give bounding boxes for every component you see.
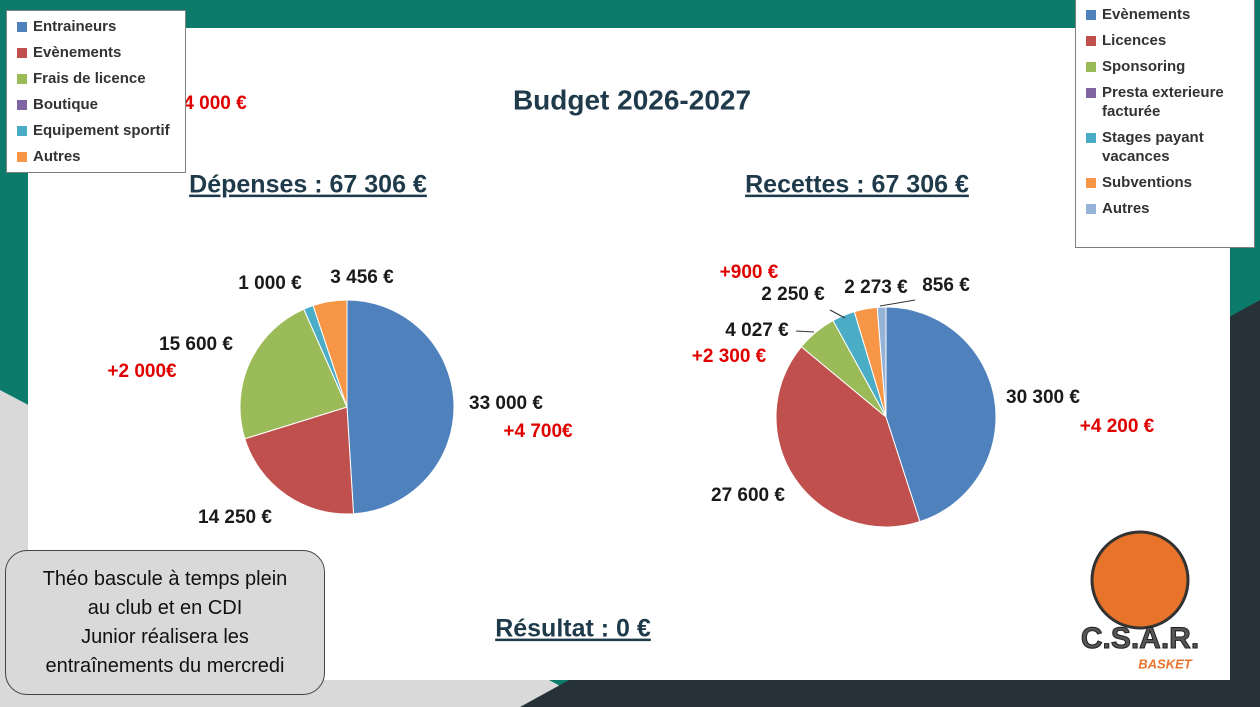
note-line: entraînements du mercredi (45, 654, 285, 677)
legend-item: Autres (17, 147, 185, 166)
legend-swatch (17, 126, 27, 136)
data-label: 15 600 € (159, 334, 233, 355)
legend-item: Evènements (1086, 5, 1254, 24)
data-label: 856 € (922, 275, 970, 296)
legend-item: Autres (1086, 199, 1254, 218)
data-label: 2 250 € (761, 284, 825, 305)
data-label: 4 027 € (725, 320, 789, 341)
legend-label: Entraineurs (33, 18, 117, 35)
legend-item: Entraineurs (17, 17, 185, 36)
note-line: au club et en CDI (87, 596, 243, 619)
annotation: +4 200 € (1080, 416, 1155, 437)
legend-swatch (17, 22, 27, 32)
legend-item: Presta exterieure facturée (1086, 83, 1254, 121)
pie-slice (244, 406, 355, 515)
legend-label: Equipement sportif (33, 122, 170, 139)
legend: Entraineurs Evènements Frais de licence Bou… (6, 10, 186, 173)
pie-slice (346, 299, 455, 515)
annotation: +2 300 € (692, 346, 767, 367)
note-line: Junior réalisera les (81, 625, 249, 648)
legend-swatch (17, 100, 27, 110)
legend-swatch (1086, 88, 1096, 98)
pie-slice (312, 299, 348, 408)
legend-swatch (17, 48, 27, 58)
annotation: +4 700€ (503, 421, 573, 442)
leader-line (795, 330, 815, 333)
annotation: +900 € (720, 262, 779, 283)
legend: Evènements Licences Sponsoring Presta exter… (1075, 0, 1255, 248)
legend-swatch (17, 152, 27, 162)
legend-label: Evènements (1102, 6, 1191, 23)
legend-label: Evènements (33, 44, 122, 61)
result: Résultat : 0 € (495, 615, 651, 643)
chart-title: Dépenses : 67 306 € (189, 171, 427, 199)
logo-subtext: BASKET (1138, 656, 1193, 671)
legend-item: Subventions (1086, 173, 1254, 192)
data-label: 2 273 € (844, 277, 908, 298)
legend-swatch (1086, 133, 1096, 143)
legend-swatch (17, 74, 27, 84)
legend-item: Stages payant vacances (1086, 128, 1254, 166)
legend-swatch (1086, 178, 1096, 188)
legend-label: Autres (1102, 200, 1150, 217)
leader-line (879, 299, 916, 307)
data-label: 3 456 € (330, 267, 394, 288)
slide-title: Budget 2026-2027 (513, 84, 751, 115)
legend-label: Autres (33, 148, 81, 165)
legend-item: Evènements (17, 43, 185, 62)
legend-label: Stages payant vacances (1102, 129, 1204, 165)
legend-swatch (1086, 62, 1096, 72)
legend-label: Sponsoring (1102, 58, 1186, 75)
legend-item: Frais de licence (17, 69, 185, 88)
logo-text: C.S.A.R. (1081, 622, 1199, 655)
pie-slice (239, 308, 348, 440)
legend-swatch (1086, 10, 1096, 20)
legend-item: Sponsoring (1086, 57, 1254, 76)
data-label: 33 000 € (469, 393, 543, 414)
legend-item: Equipement sportif (17, 121, 185, 140)
logo: C.S.A.R. BASKET (1080, 530, 1200, 671)
legend-label: Licences (1102, 32, 1167, 49)
legend-swatch (1086, 36, 1096, 46)
pie-slice (885, 306, 997, 523)
legend-label: Presta exterieure facturée (1102, 84, 1224, 120)
annotation: +2 000€ (107, 361, 177, 382)
legend-item: Licences (1086, 31, 1254, 50)
pie-slice (775, 346, 921, 528)
note-box: Théo bascule à temps plein au club et en… (5, 550, 325, 695)
legend-item: Boutique (17, 95, 185, 114)
data-label: 14 250 € (198, 507, 272, 528)
legend-swatch (1086, 204, 1096, 214)
data-label: 1 000 € (238, 273, 302, 294)
leader-line (829, 309, 846, 319)
annotation: -4 000 € (177, 93, 247, 114)
data-label: 27 600 € (711, 485, 785, 506)
note-line: Théo bascule à temps plein (42, 567, 288, 590)
logo-ball (1090, 530, 1190, 630)
legend-label: Frais de licence (33, 70, 146, 87)
legend-label: Boutique (33, 96, 98, 113)
data-label: 30 300 € (1006, 387, 1080, 408)
chart-title: Recettes : 67 306 € (745, 171, 969, 199)
pie-slice (876, 306, 887, 418)
legend-label: Subventions (1102, 174, 1193, 191)
